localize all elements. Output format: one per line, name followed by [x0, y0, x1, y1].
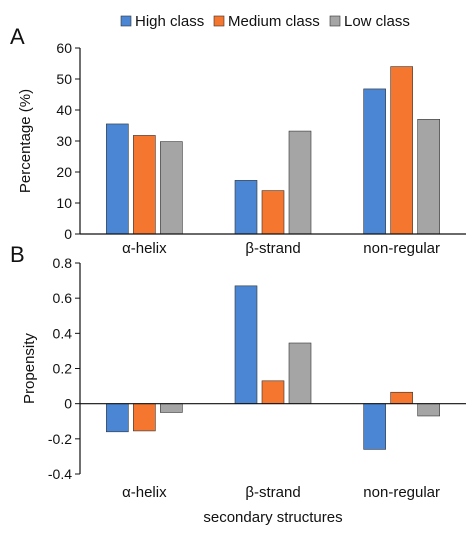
y-tick-label: -0.2	[48, 431, 72, 447]
bar-low-class	[160, 141, 183, 235]
legend-swatch	[120, 15, 132, 27]
x-tick-label: non-regular	[363, 240, 440, 257]
bar-low-class	[417, 403, 440, 417]
y-tick-label: 0.8	[53, 255, 73, 271]
bar-low-class	[417, 119, 440, 235]
x-tick-label: β-strand	[245, 484, 300, 501]
bar-medium-class	[261, 380, 285, 404]
legend-swatch	[213, 15, 225, 27]
y-tick-label: 50	[56, 71, 72, 87]
legend-entry: Medium class	[228, 13, 320, 30]
bar-low-class	[288, 130, 312, 235]
x-tick-label: β-strand	[245, 240, 300, 257]
x-axis-title: secondary structures	[203, 509, 342, 526]
y-tick-label: -0.4	[48, 466, 72, 482]
legend-entry: Low class	[344, 13, 410, 30]
y-tick-label: 0.2	[53, 361, 73, 377]
bar-high-class	[106, 123, 129, 235]
y-axis-title: Percentage (%)	[17, 89, 34, 193]
bar-high-class	[363, 88, 386, 235]
panel-label: A	[10, 24, 25, 49]
y-tick-label: 20	[56, 164, 72, 180]
bar-high-class	[363, 403, 386, 450]
x-tick-label: non-regular	[363, 484, 440, 501]
x-tick-label: α-helix	[122, 484, 167, 501]
bar-medium-class	[133, 135, 156, 235]
bar-medium-class	[261, 190, 285, 235]
panel-label: B	[10, 242, 25, 267]
bar-high-class	[234, 285, 258, 404]
bar-medium-class	[133, 403, 156, 432]
bar-medium-class	[390, 391, 413, 404]
y-axis-title: Propensity	[21, 333, 38, 404]
y-tick-label: 10	[56, 195, 72, 211]
y-tick-label: 0	[64, 396, 72, 412]
y-tick-label: 40	[56, 102, 72, 118]
bar-low-class	[288, 342, 312, 404]
y-tick-label: 0.4	[53, 325, 73, 341]
y-tick-label: 0	[64, 226, 72, 242]
bar-medium-class	[390, 66, 413, 235]
y-tick-label: 30	[56, 133, 72, 149]
y-tick-label: 60	[56, 40, 72, 56]
y-tick-label: 0.6	[53, 290, 73, 306]
legend-swatch	[329, 15, 341, 27]
legend-entry: High class	[135, 13, 204, 30]
bar-high-class	[234, 180, 258, 235]
x-tick-label: α-helix	[122, 240, 167, 257]
bar-low-class	[160, 403, 183, 413]
bar-high-class	[106, 403, 129, 433]
